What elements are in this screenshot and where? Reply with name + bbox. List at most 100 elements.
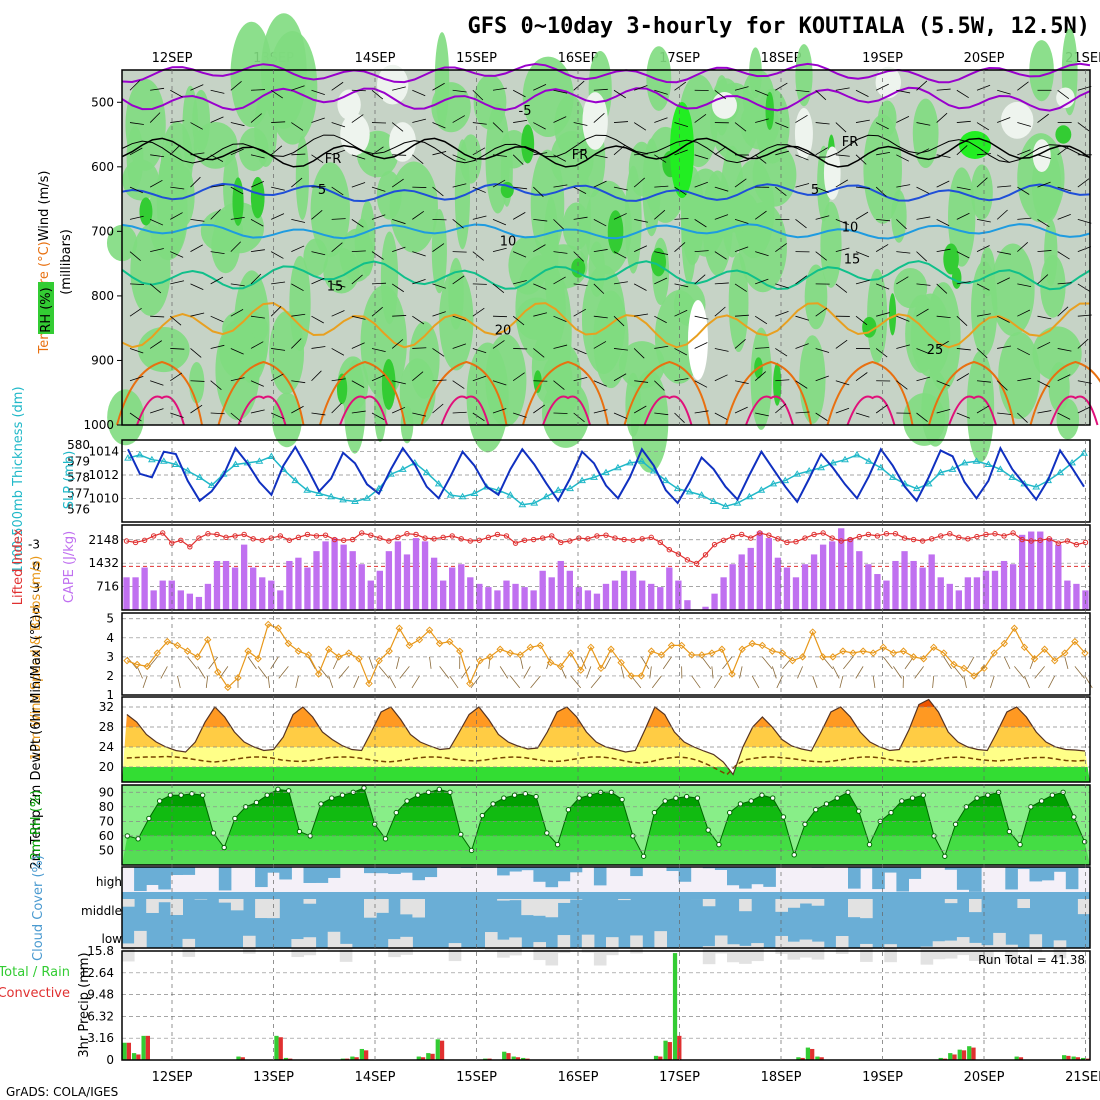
thickness-marker <box>183 466 192 474</box>
wind-tick-label: 4 <box>106 631 114 645</box>
li-marker <box>558 539 564 546</box>
rh-moist-patch <box>439 269 474 371</box>
wind-barb <box>291 153 306 156</box>
cape-bar <box>584 590 592 610</box>
cape-bar <box>1046 538 1053 610</box>
wind-barb <box>755 251 769 257</box>
cloud-low-gap <box>956 937 970 956</box>
cloud-high-bar <box>134 867 147 892</box>
cape-bar <box>195 596 203 610</box>
wind-barb <box>129 308 142 317</box>
cloud-mid-gap <box>787 899 801 908</box>
wind-barb <box>432 283 446 289</box>
contour-label: 10 <box>500 235 517 250</box>
wind-barb <box>839 675 844 689</box>
thickness-marker <box>578 476 586 484</box>
wind-marker <box>788 656 797 665</box>
cloud-high-bar <box>678 867 692 882</box>
wind-barb <box>775 150 789 156</box>
wind-barb <box>896 315 910 322</box>
panel-frame <box>121 866 1091 949</box>
wind-marker <box>284 639 293 648</box>
cape-bar <box>892 560 899 610</box>
ylabel-rh: RH (%) <box>39 287 54 332</box>
wind-barb <box>149 112 161 123</box>
cloud-mid-gap <box>848 899 861 918</box>
wind-barb <box>452 411 467 414</box>
wind-barb <box>512 154 524 165</box>
li-marker <box>313 533 320 539</box>
precip-panel: 0 3.16 6.32 9.48 12.64 15.8 <box>80 944 1091 1067</box>
wind-barb <box>291 245 305 253</box>
wind-barb <box>1074 666 1085 679</box>
cape-bar <box>919 567 926 610</box>
cloud-low-gap <box>581 934 595 953</box>
wind-barb <box>932 675 935 688</box>
wind-barb <box>976 84 991 91</box>
top-date-label: 20SEP <box>964 51 1005 66</box>
wind-barb <box>351 114 364 123</box>
cape-bar <box>512 583 519 610</box>
rh-marker <box>1049 792 1056 798</box>
temp-tick-label: 24 <box>99 740 114 754</box>
wind-barb <box>936 248 951 253</box>
thickness-marker <box>614 463 622 471</box>
rain-bar <box>815 1056 820 1060</box>
rh-marker <box>458 831 464 838</box>
wind-barb <box>452 315 467 321</box>
thickness-marker <box>757 486 766 493</box>
rh-marker <box>167 792 174 798</box>
cloud-high-bar <box>376 867 389 874</box>
isotherm-line <box>121 260 1091 291</box>
wind-barb <box>896 251 911 254</box>
wind-barb <box>432 379 447 382</box>
rh-marker <box>296 828 303 835</box>
rh-marker <box>640 853 647 859</box>
cloud-high-bar <box>557 867 571 882</box>
rh-saturated-patch <box>943 243 959 275</box>
wind-barb <box>392 218 406 225</box>
rh-marker <box>221 844 227 851</box>
wind-barb <box>734 314 749 317</box>
wind-barb <box>432 243 445 252</box>
wind-barb <box>593 180 607 188</box>
wind-barb <box>230 412 242 423</box>
wind-barb <box>654 117 668 123</box>
wind-barb <box>613 373 627 382</box>
wind-barb <box>1048 675 1056 689</box>
thickness-marker <box>506 491 515 498</box>
li-marker <box>431 536 437 542</box>
rh-band <box>122 850 1090 865</box>
wind-barb <box>855 154 867 165</box>
wind-barb <box>250 154 265 159</box>
thickness-marker <box>375 484 383 492</box>
rh-marker <box>318 801 324 807</box>
wind-marker <box>1020 643 1029 652</box>
wind-barb <box>654 154 667 163</box>
ylabel-temp2m: 2m Temp 2m DewPt (6hr Min/Max) (°C) <box>29 615 44 870</box>
rh-saturated-patch <box>250 176 265 219</box>
wind-barb <box>835 122 847 133</box>
wind-barb <box>210 154 224 162</box>
cape-bar <box>1055 544 1062 610</box>
rh-moist-patch <box>749 47 762 99</box>
wind-barb <box>633 122 647 131</box>
cape-bar <box>358 564 365 610</box>
li-tick-label: 3 <box>32 581 40 595</box>
wind-barb <box>512 315 525 326</box>
wind-barb <box>250 341 264 349</box>
isotherm-30-loop <box>237 395 287 426</box>
temp-panel: 20 24 28 32 <box>99 696 1091 783</box>
wind-barb <box>815 147 828 156</box>
top-date-label: 19SEP <box>862 51 903 66</box>
thickness-marker <box>745 492 754 500</box>
wind-barb <box>432 186 444 197</box>
wind-barb <box>210 315 224 323</box>
wind-barb <box>190 312 205 317</box>
convective-bar <box>677 1035 682 1060</box>
wind-barb <box>640 656 650 670</box>
wind-marker <box>698 651 706 659</box>
wind-barb <box>674 309 688 317</box>
wind-barb <box>177 675 181 689</box>
